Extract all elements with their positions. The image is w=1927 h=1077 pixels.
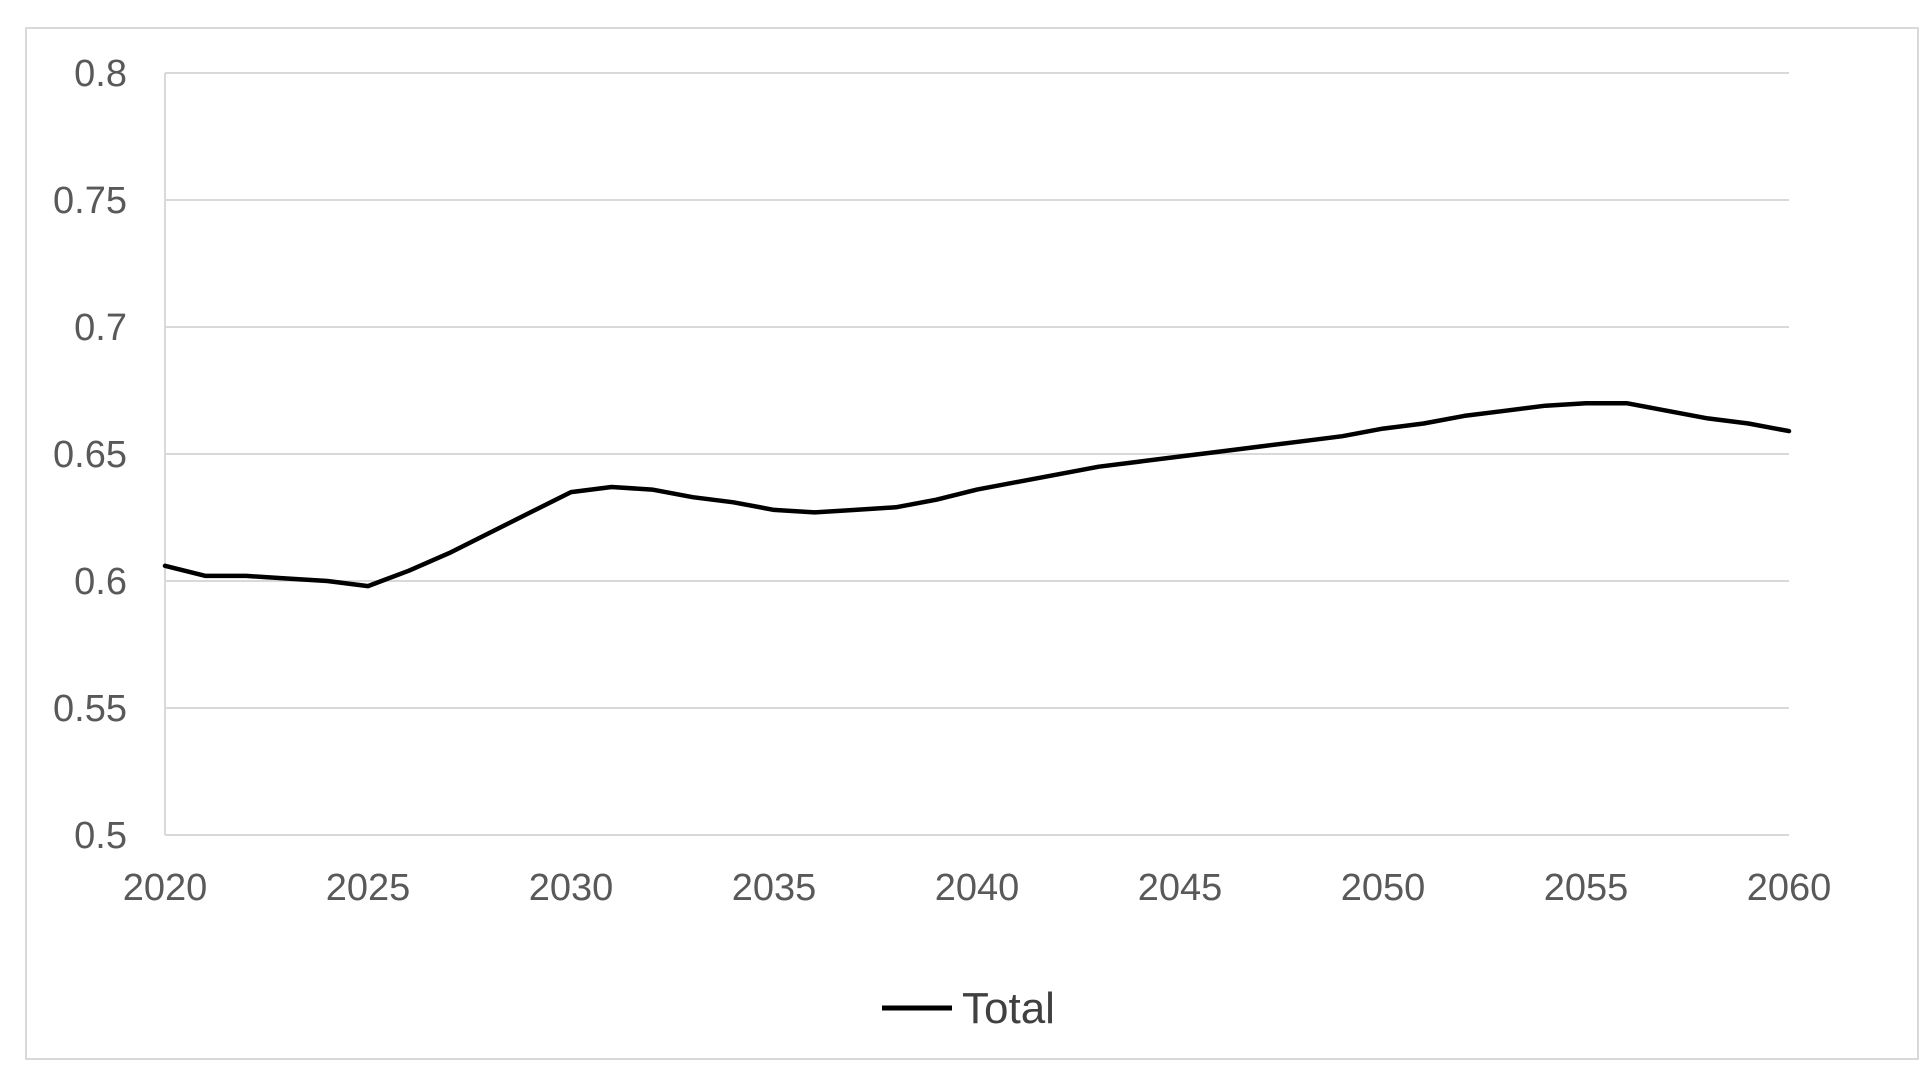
x-tick-label: 2035 xyxy=(732,867,817,909)
legend: Total xyxy=(882,984,1055,1033)
y-tick-label: 0.65 xyxy=(53,434,127,476)
x-tick-label: 2025 xyxy=(326,867,411,909)
y-tick-label: 0.75 xyxy=(53,180,127,222)
x-tick-label: 2050 xyxy=(1341,867,1426,909)
chart-frame: 0.8 0.75 0.7 0.65 0.6 0.55 0.5 2020 2025 2030 203… xyxy=(25,27,1919,1060)
y-tick-label: 0.8 xyxy=(74,53,127,95)
axes xyxy=(164,73,1789,836)
gridlines xyxy=(165,72,1789,709)
x-tick-label: 2045 xyxy=(1138,867,1223,909)
x-tick-label: 2030 xyxy=(529,867,614,909)
x-tick-label: 2060 xyxy=(1747,867,1832,909)
x-axis-ticks: 2020 2025 2030 2035 2040 2045 2050 2055 2060 xyxy=(123,867,1832,909)
x-tick-label: 2020 xyxy=(123,867,208,909)
y-tick-label: 0.5 xyxy=(74,815,127,857)
x-tick-label: 2040 xyxy=(935,867,1020,909)
y-tick-label: 0.6 xyxy=(74,561,127,603)
y-tick-label: 0.7 xyxy=(74,307,127,349)
series-lines xyxy=(162,400,1792,589)
line-chart: 0.8 0.75 0.7 0.65 0.6 0.55 0.5 2020 2025 2030 203… xyxy=(53,53,1832,1033)
x-tick-label: 2055 xyxy=(1544,867,1629,909)
y-tick-label: 0.55 xyxy=(53,688,127,730)
legend-label-total: Total xyxy=(962,984,1055,1033)
y-axis-ticks: 0.8 0.75 0.7 0.65 0.6 0.55 0.5 xyxy=(53,53,127,857)
series-line-total xyxy=(162,400,1792,589)
